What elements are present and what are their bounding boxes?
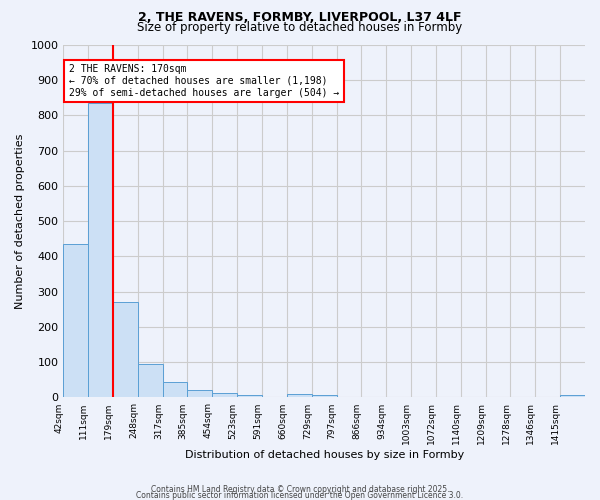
Bar [287, 394, 312, 398]
Bar [138, 364, 163, 398]
X-axis label: Distribution of detached houses by size in Formby: Distribution of detached houses by size … [185, 450, 464, 460]
Y-axis label: Number of detached properties: Number of detached properties [15, 134, 25, 309]
Bar [163, 382, 187, 398]
Text: Contains HM Land Registry data © Crown copyright and database right 2025.: Contains HM Land Registry data © Crown c… [151, 484, 449, 494]
Bar [113, 302, 138, 398]
Bar [361, 397, 386, 398]
Bar [560, 394, 585, 398]
Bar [337, 397, 361, 398]
Bar [212, 393, 238, 398]
Bar [238, 394, 262, 398]
Text: 2, THE RAVENS, FORMBY, LIVERPOOL, L37 4LF: 2, THE RAVENS, FORMBY, LIVERPOOL, L37 4L… [138, 11, 462, 24]
Bar [88, 103, 113, 398]
Bar [187, 390, 212, 398]
Text: Size of property relative to detached houses in Formby: Size of property relative to detached ho… [137, 22, 463, 35]
Bar [312, 394, 337, 398]
Bar [64, 244, 88, 398]
Text: 2 THE RAVENS: 170sqm
← 70% of detached houses are smaller (1,198)
29% of semi-de: 2 THE RAVENS: 170sqm ← 70% of detached h… [68, 64, 339, 98]
Text: Contains public sector information licensed under the Open Government Licence 3.: Contains public sector information licen… [136, 490, 464, 500]
